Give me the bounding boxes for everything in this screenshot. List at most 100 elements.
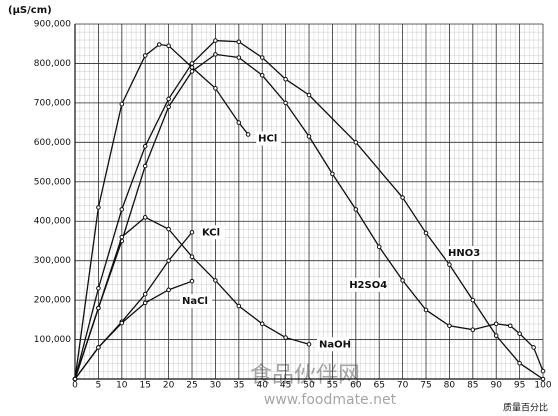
data-point <box>96 205 101 210</box>
y-tick-label: 300,000 <box>34 256 71 266</box>
data-point <box>156 42 162 47</box>
data-point <box>72 376 78 382</box>
data-point <box>517 360 522 366</box>
label-bg <box>446 246 478 261</box>
x-tick-label: 75 <box>420 381 431 391</box>
x-tick-label: 90 <box>490 381 502 391</box>
data-point <box>507 323 513 329</box>
data-point <box>259 72 265 78</box>
series-label: HNO3 <box>448 248 480 259</box>
data-point <box>189 61 195 66</box>
label-bg <box>347 277 387 292</box>
x-tick-label: 55 <box>327 381 338 391</box>
data-point <box>166 258 171 263</box>
data-point <box>236 303 242 309</box>
y-tick-label: 500,000 <box>34 177 71 187</box>
watermark-url: www.foodmate.net <box>264 392 397 408</box>
series-line <box>74 280 193 380</box>
x-tick-label: 30 <box>210 381 222 391</box>
data-point <box>493 333 499 338</box>
y-tick-label: 400,000 <box>34 217 71 227</box>
y-tick-label: 700,000 <box>34 98 71 108</box>
series-line <box>74 43 249 380</box>
data-point <box>236 120 242 125</box>
x-tick-label: 40 <box>256 381 268 391</box>
watermark-title: 食品伙伴网 <box>250 363 360 388</box>
data-point <box>189 229 195 235</box>
x-tick-label: 45 <box>280 381 291 391</box>
x-tick-label: 5 <box>96 381 102 391</box>
data-point <box>423 307 429 313</box>
data-point <box>283 335 288 340</box>
data-point <box>283 100 288 106</box>
data-point <box>142 214 148 220</box>
data-point <box>189 254 195 260</box>
series-label: NaOH <box>319 339 351 350</box>
data-point <box>119 101 125 107</box>
data-point <box>213 85 218 91</box>
x-axis-label: 质量百分比 <box>503 402 548 414</box>
data-point <box>306 341 312 347</box>
x-tick-label: 50 <box>303 381 315 391</box>
data-point <box>189 69 195 74</box>
y-tick-label: 900,000 <box>34 20 71 30</box>
data-point <box>236 39 242 45</box>
x-tick-label: 10 <box>116 381 128 391</box>
x-tick-label: 80 <box>444 381 456 391</box>
data-point <box>353 207 359 212</box>
data-point <box>142 53 148 58</box>
series-label: KCl <box>202 227 220 238</box>
x-tick-label: 65 <box>373 381 384 391</box>
series-label: HCl <box>258 133 277 144</box>
data-point <box>259 55 265 60</box>
x-tick-label: 15 <box>139 381 150 391</box>
data-point <box>119 207 125 212</box>
data-point <box>540 368 546 374</box>
y-tick-label: 200,000 <box>34 296 71 306</box>
data-point <box>517 331 522 336</box>
data-point <box>166 104 171 110</box>
x-tick-label: 25 <box>186 381 197 391</box>
x-tick-label: 70 <box>397 381 409 391</box>
data-point <box>213 38 218 43</box>
y-tick-label: 600,000 <box>34 138 71 148</box>
data-point <box>96 345 101 350</box>
data-point <box>142 291 148 297</box>
data-point <box>245 132 251 137</box>
data-point <box>236 55 242 60</box>
label-bg <box>256 131 282 146</box>
x-tick-label: 35 <box>233 381 244 391</box>
data-point <box>330 171 335 177</box>
label-bg <box>200 225 225 240</box>
data-point <box>166 287 171 293</box>
data-point <box>142 300 148 306</box>
data-point <box>306 92 312 98</box>
series-label: H2SO4 <box>349 280 387 291</box>
data-point <box>119 234 125 240</box>
data-point <box>470 327 476 332</box>
y-tick-label: 800,000 <box>34 59 71 69</box>
x-tick-label: 0 <box>72 381 78 391</box>
y-tick-label: 100,000 <box>34 335 71 345</box>
x-tick-label: 60 <box>350 381 362 391</box>
x-tick-label: 100 <box>534 381 551 391</box>
data-point <box>166 226 171 232</box>
data-point <box>166 96 171 102</box>
series-label: NaCl <box>182 296 208 307</box>
data-point <box>400 195 405 200</box>
label-bg <box>317 337 349 352</box>
data-point <box>423 230 429 236</box>
data-point <box>447 262 452 267</box>
x-tick-label: 95 <box>514 381 525 391</box>
data-point <box>306 134 312 139</box>
x-tick-label: 20 <box>163 381 175 391</box>
data-point <box>447 323 452 329</box>
data-point <box>96 285 101 291</box>
x-tick-label: 85 <box>467 381 478 391</box>
data-point <box>96 305 101 311</box>
label-bg <box>180 294 212 309</box>
data-point <box>142 143 148 149</box>
data-point <box>119 320 125 326</box>
data-point <box>376 244 382 250</box>
